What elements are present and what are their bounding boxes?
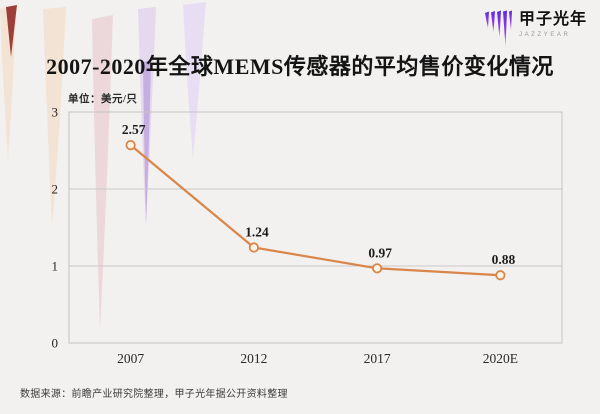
logo-subtitle: JAZZYEAR <box>518 32 571 38</box>
y-axis-tick-label: 0 <box>52 336 59 351</box>
data-source-note: 数据来源：前瞻产业研究院整理，甲子光年据公开资料整理 <box>20 389 288 400</box>
data-point-label: 2.57 <box>122 122 146 137</box>
data-point-label: 0.97 <box>368 245 392 260</box>
plot-border <box>68 111 563 344</box>
jazzyear-logo: 甲子光年 JAZZYEAR <box>484 8 587 48</box>
unit-label: 单位：美元/只 <box>68 94 138 105</box>
background-brush-stroke-red <box>6 5 17 57</box>
y-axis-tick-label: 2 <box>52 182 59 197</box>
data-point-marker <box>248 242 259 253</box>
y-axis-tick-label: 1 <box>52 259 59 274</box>
data-point-marker <box>372 263 383 274</box>
background-brush-stroke-5 <box>183 2 206 159</box>
price-line <box>129 144 501 277</box>
data-point-marker <box>495 270 506 281</box>
data-point-label: 1.24 <box>245 225 269 240</box>
jazzyear-logo-icon <box>484 10 512 47</box>
x-axis-label: 2017 <box>364 351 391 366</box>
x-axis-label: 2012 <box>240 351 267 366</box>
data-point-label: 0.88 <box>492 252 516 267</box>
chart-title: 2007-2020年全球MEMS传感器的平均售价变化情况 <box>46 54 554 79</box>
logo-name: 甲子光年 <box>518 11 587 28</box>
x-axis-label: 2007 <box>117 351 144 366</box>
background-brush-stroke-3 <box>92 15 113 331</box>
background-brush-stroke-2 <box>43 7 66 227</box>
data-point-marker <box>125 140 136 151</box>
background-brush-stroke-4-core <box>143 60 151 224</box>
y-axis-tick-label: 3 <box>52 105 59 120</box>
x-axis-label: 2020E <box>483 351 518 366</box>
